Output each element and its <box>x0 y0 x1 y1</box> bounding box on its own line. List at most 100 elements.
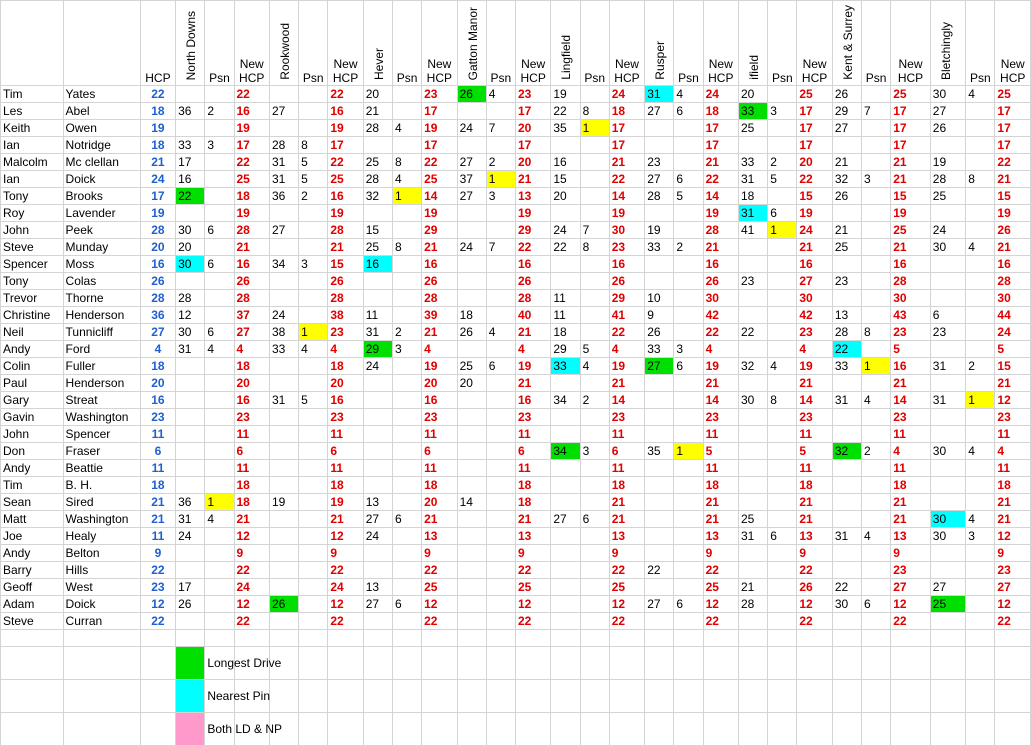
score-cell: 26 <box>831 85 863 103</box>
score-cell <box>644 408 675 426</box>
new-label: New <box>802 57 827 71</box>
last-name: B. H. <box>62 476 141 494</box>
score-cell: 24 <box>929 221 967 239</box>
new-hcp-cell: 22 <box>327 85 364 103</box>
new-hcp-cell: 12 <box>608 595 646 613</box>
new-hcp-cell: 22 <box>514 238 552 256</box>
position-cell <box>485 595 516 613</box>
score-cell: 9 <box>644 306 675 324</box>
last-name: Colas <box>62 272 141 290</box>
score-cell <box>929 612 967 630</box>
score-cell: 15 <box>550 170 581 188</box>
hcp-cell: 20 <box>139 374 177 392</box>
new-hcp-cell: 23 <box>796 323 833 341</box>
position-cell <box>860 476 892 494</box>
score-cell <box>456 255 487 273</box>
first-name: Gavin <box>0 408 64 426</box>
position-cell <box>204 153 235 171</box>
empty-cell <box>767 646 798 680</box>
new-hcp-cell: 21 <box>421 323 458 341</box>
new-hcp-cell: 23 <box>233 408 270 426</box>
position-cell <box>673 289 704 307</box>
score-cell: 26 <box>456 85 487 103</box>
new-hcp-cell: 23 <box>994 408 1031 426</box>
header-course: Rusper <box>644 0 675 86</box>
table-row: Matt Washington 21 31 4 21 21 27 6 21 21 27 6 21 21 25 2… <box>0 510 1031 528</box>
position-cell: 4 <box>298 340 329 358</box>
score-cell <box>831 255 863 273</box>
empty-cell <box>673 646 704 680</box>
table-row: Spencer Moss 16 30 6 16 34 3 15 16 16 16 16 16 16 16 16 <box>0 255 1031 273</box>
new-hcp-cell: 29 <box>514 221 552 239</box>
score-cell: 36 <box>175 102 206 120</box>
position-cell <box>673 119 704 137</box>
empty-cell <box>175 629 206 647</box>
new-hcp-cell: 41 <box>608 306 646 324</box>
position-cell <box>391 357 423 375</box>
score-cell <box>831 612 863 630</box>
empty-cell <box>456 629 487 647</box>
table-row: Paul Henderson 20 20 20 20 20 21 21 21 21 21 21 <box>0 374 1031 392</box>
score-cell <box>362 442 393 460</box>
empty-cell <box>608 679 646 713</box>
position-cell <box>965 493 996 511</box>
table-row: Adam Doick 12 26 12 26 12 27 6 12 12 12 27 6 12 28 12 30 6… <box>0 595 1031 613</box>
score-cell <box>268 425 300 443</box>
new-hcp-cell: 17 <box>514 102 552 120</box>
new-hcp-cell: 12 <box>702 595 740 613</box>
score-cell: 23 <box>831 272 863 290</box>
position-cell <box>391 612 423 630</box>
empty-cell <box>702 646 740 680</box>
new-hcp-cell: 22 <box>327 153 364 171</box>
score-cell: 24 <box>362 357 393 375</box>
first-name: Barry <box>0 561 64 579</box>
empty-cell <box>62 679 141 713</box>
position-cell: 7 <box>485 238 516 256</box>
new-hcp-cell: 16 <box>421 391 458 409</box>
position-cell <box>860 119 892 137</box>
table-row: Gavin Washington 23 23 23 23 23 23 23 23 23 23 <box>0 408 1031 426</box>
empty-cell <box>485 629 516 647</box>
position-cell <box>298 612 329 630</box>
position-cell <box>298 119 329 137</box>
table-row: Andy Belton 9 9 9 9 9 9 9 9 9 9 <box>0 544 1031 562</box>
score-cell: 31 <box>268 153 300 171</box>
score-cell <box>929 425 967 443</box>
score-cell <box>456 544 487 562</box>
score-cell <box>362 136 393 154</box>
new-hcp-cell: 18 <box>608 476 646 494</box>
legend-row: Nearest Pin <box>0 679 1031 713</box>
new-hcp-cell: 17 <box>890 119 931 137</box>
empty-cell <box>890 629 931 647</box>
new-hcp-cell: 18 <box>327 476 364 494</box>
new-hcp-cell: 16 <box>796 255 833 273</box>
new-hcp-cell: 13 <box>796 527 833 545</box>
position-cell: 1 <box>485 170 516 188</box>
new-hcp-cell: 13 <box>890 527 931 545</box>
score-cell <box>831 544 863 562</box>
position-cell <box>767 510 798 528</box>
new-hcp-cell: 14 <box>796 391 833 409</box>
position-cell <box>204 476 235 494</box>
new-hcp-cell: 22 <box>702 323 740 341</box>
position-cell: 3 <box>965 527 996 545</box>
empty-cell <box>514 646 552 680</box>
new-hcp-cell: 12 <box>327 595 364 613</box>
new-hcp-cell: 21 <box>702 493 740 511</box>
empty-cell <box>139 712 177 746</box>
empty-cell <box>456 679 487 713</box>
score-cell <box>831 510 863 528</box>
score-cell <box>644 476 675 494</box>
table-row: Andy Beattie 11 11 11 11 11 11 11 11 11 11 <box>0 459 1031 477</box>
new-hcp-cell: 4 <box>890 442 931 460</box>
position-cell: 2 <box>204 102 235 120</box>
table-row: Sean Sired 21 36 1 18 19 19 13 20 14 18 21 21 21 21 21 <box>0 493 1031 511</box>
last-name: Tunnicliff <box>62 323 141 341</box>
new-hcp-cell: 21 <box>890 374 931 392</box>
empty-cell <box>514 629 552 647</box>
empty-cell <box>327 679 364 713</box>
new-hcp-cell: 9 <box>702 544 740 562</box>
new-hcp-cell: 13 <box>514 527 552 545</box>
new-hcp-cell: 6 <box>514 442 552 460</box>
position-cell <box>965 187 996 205</box>
